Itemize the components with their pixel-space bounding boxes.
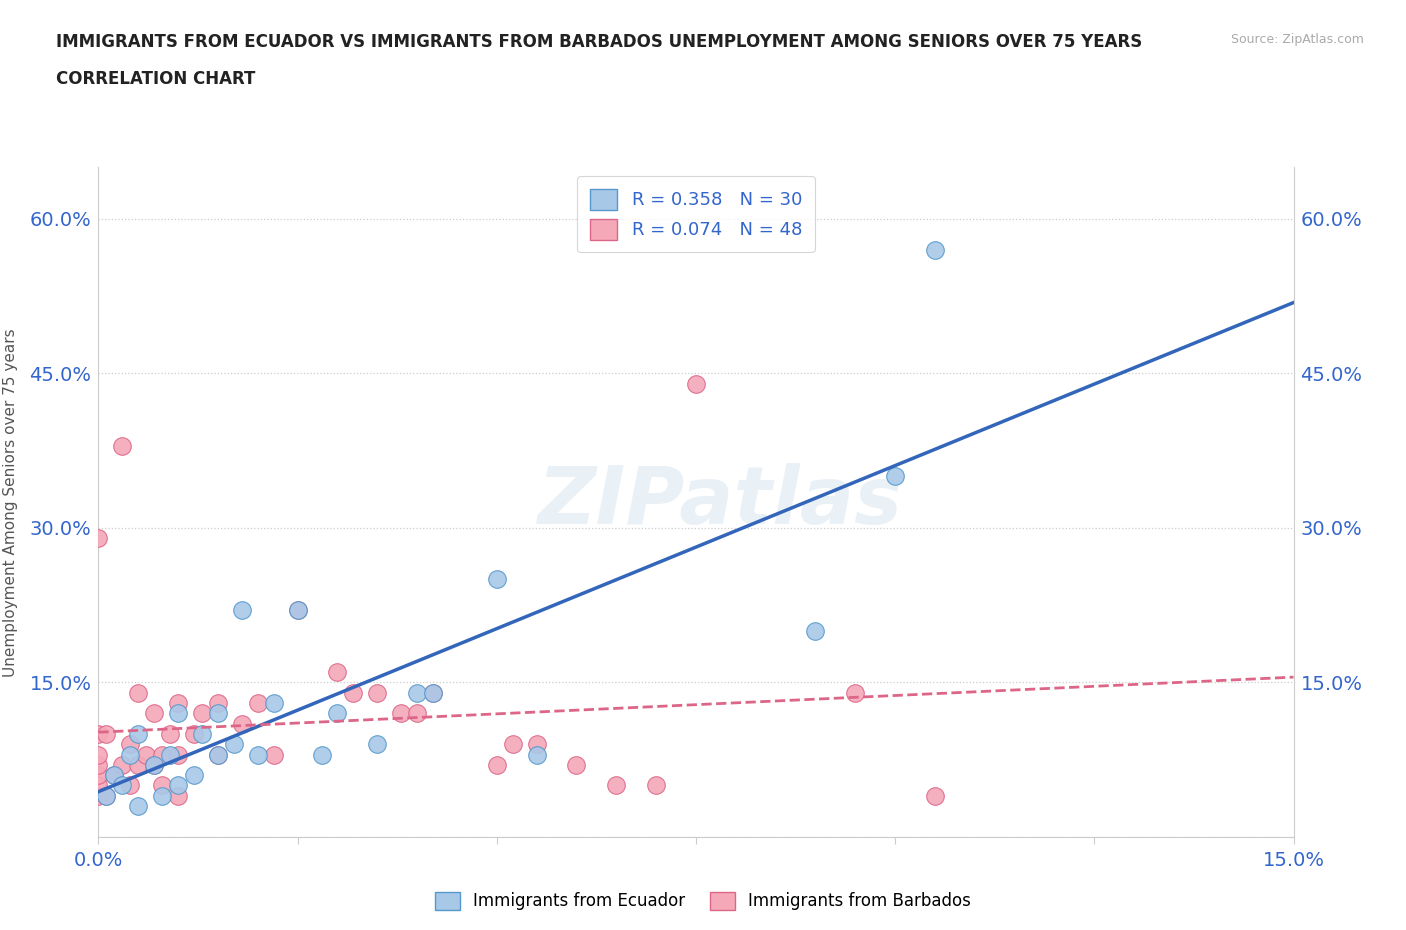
- Point: [246, 696, 269, 711]
- Point: [135, 747, 157, 762]
- Point: [143, 757, 166, 772]
- Point: [605, 778, 627, 793]
- Point: [120, 747, 142, 762]
- Point: [502, 737, 524, 751]
- Point: [685, 377, 707, 392]
- Point: [366, 737, 388, 751]
- Point: [526, 737, 548, 751]
- Point: [87, 747, 110, 762]
- Text: Source: ZipAtlas.com: Source: ZipAtlas.com: [1230, 33, 1364, 46]
- Legend: R = 0.358   N = 30, R = 0.074   N = 48: R = 0.358 N = 30, R = 0.074 N = 48: [578, 177, 814, 252]
- Point: [924, 243, 946, 258]
- Text: ZIPatlas: ZIPatlas: [537, 463, 903, 541]
- Point: [422, 685, 444, 700]
- Point: [246, 747, 269, 762]
- Point: [87, 778, 110, 793]
- Point: [924, 789, 946, 804]
- Point: [207, 706, 229, 721]
- Point: [263, 747, 285, 762]
- Point: [167, 789, 190, 804]
- Y-axis label: Unemployment Among Seniors over 75 years: Unemployment Among Seniors over 75 years: [3, 328, 18, 676]
- Point: [96, 789, 118, 804]
- Point: [326, 665, 349, 680]
- Point: [150, 747, 173, 762]
- Point: [311, 747, 333, 762]
- Point: [120, 737, 142, 751]
- Point: [111, 757, 134, 772]
- Point: [111, 778, 134, 793]
- Point: [150, 789, 173, 804]
- Point: [406, 685, 429, 700]
- Point: [87, 726, 110, 741]
- Point: [127, 685, 149, 700]
- Text: IMMIGRANTS FROM ECUADOR VS IMMIGRANTS FROM BARBADOS UNEMPLOYMENT AMONG SENIORS O: IMMIGRANTS FROM ECUADOR VS IMMIGRANTS FR…: [56, 33, 1143, 50]
- Point: [342, 685, 364, 700]
- Point: [191, 706, 214, 721]
- Point: [127, 799, 149, 814]
- Point: [231, 716, 253, 731]
- Point: [87, 757, 110, 772]
- Point: [844, 685, 866, 700]
- Point: [96, 789, 118, 804]
- Point: [183, 768, 205, 783]
- Point: [167, 706, 190, 721]
- Point: [231, 603, 253, 618]
- Point: [159, 747, 181, 762]
- Point: [150, 778, 173, 793]
- Text: CORRELATION CHART: CORRELATION CHART: [56, 70, 256, 87]
- Point: [143, 757, 166, 772]
- Point: [103, 768, 125, 783]
- Point: [645, 778, 668, 793]
- Point: [87, 789, 110, 804]
- Point: [127, 757, 149, 772]
- Point: [143, 706, 166, 721]
- Point: [167, 747, 190, 762]
- Point: [526, 747, 548, 762]
- Point: [120, 778, 142, 793]
- Point: [127, 726, 149, 741]
- Point: [96, 726, 118, 741]
- Point: [326, 706, 349, 721]
- Point: [406, 706, 429, 721]
- Point: [207, 747, 229, 762]
- Point: [111, 438, 134, 453]
- Point: [287, 603, 309, 618]
- Point: [167, 778, 190, 793]
- Point: [287, 603, 309, 618]
- Point: [222, 737, 245, 751]
- Point: [884, 469, 907, 484]
- Point: [485, 572, 508, 587]
- Point: [87, 768, 110, 783]
- Point: [565, 757, 588, 772]
- Point: [389, 706, 412, 721]
- Point: [485, 757, 508, 772]
- Legend: Immigrants from Ecuador, Immigrants from Barbados: Immigrants from Ecuador, Immigrants from…: [427, 885, 979, 917]
- Point: [263, 696, 285, 711]
- Point: [159, 726, 181, 741]
- Point: [87, 531, 110, 546]
- Point: [207, 696, 229, 711]
- Point: [207, 747, 229, 762]
- Point: [167, 696, 190, 711]
- Point: [804, 623, 827, 638]
- Point: [103, 768, 125, 783]
- Point: [191, 726, 214, 741]
- Point: [183, 726, 205, 741]
- Point: [366, 685, 388, 700]
- Point: [422, 685, 444, 700]
